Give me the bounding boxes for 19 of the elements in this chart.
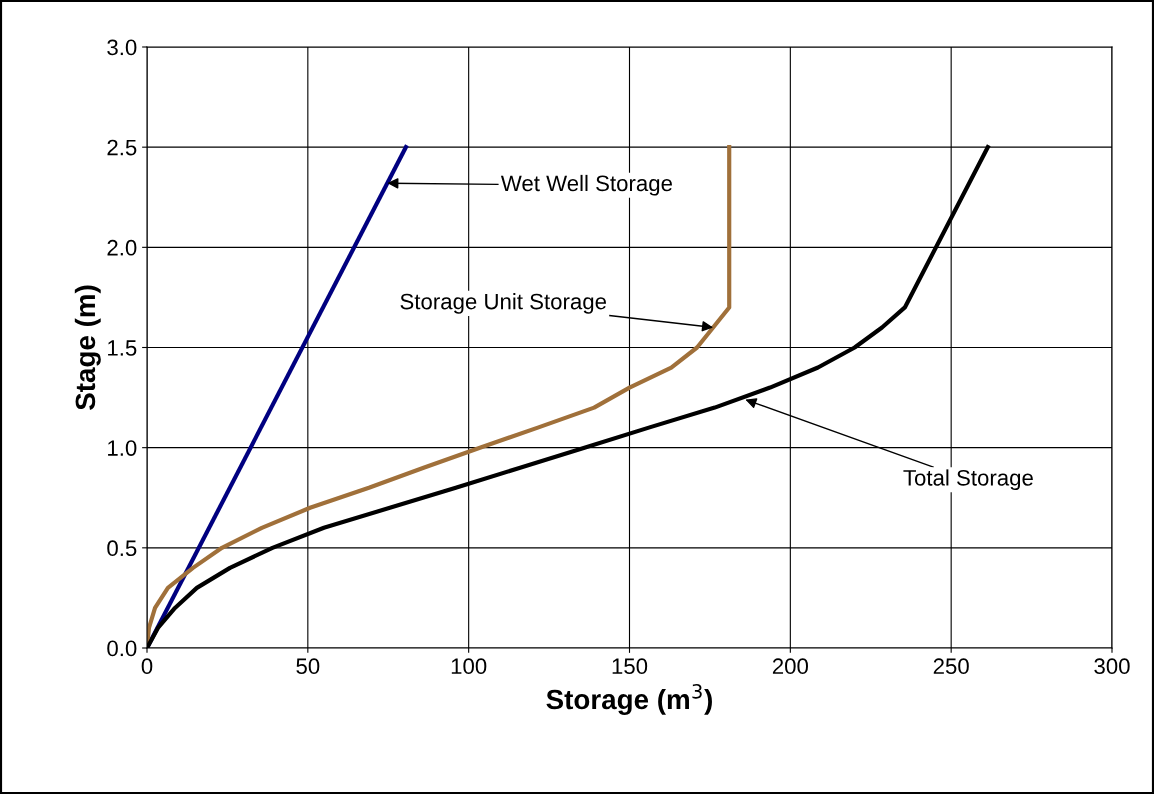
x-tick-label: 300 bbox=[1094, 658, 1130, 675]
x-tick-label: 50 bbox=[296, 658, 320, 675]
y-tick-label: 3.0 bbox=[107, 39, 137, 56]
y-axis-title: Stage (m) bbox=[74, 285, 101, 410]
annotation: Wet Well Storage bbox=[500, 174, 672, 196]
x-tick-label: 0 bbox=[141, 658, 153, 675]
annotation: Total Storage bbox=[903, 469, 1033, 491]
y-tick-label: 0.5 bbox=[107, 540, 137, 557]
y-tick-label: 1.5 bbox=[108, 340, 137, 356]
y-tick-label: 2.0 bbox=[107, 239, 137, 256]
x-tick-label: 200 bbox=[772, 658, 808, 675]
x-tick-label: 150 bbox=[612, 658, 648, 675]
x-tick-label: 250 bbox=[933, 658, 969, 675]
x-axis-title: Storage (m$^{3}$) bbox=[546, 683, 712, 715]
annotation: Storage Unit Storage bbox=[400, 293, 607, 314]
x-tick-label: 100 bbox=[451, 658, 487, 675]
y-tick-label: 0.0 bbox=[107, 640, 137, 657]
y-tick-label: 2.5 bbox=[107, 139, 137, 156]
y-tick-label: 1.0 bbox=[108, 440, 137, 456]
